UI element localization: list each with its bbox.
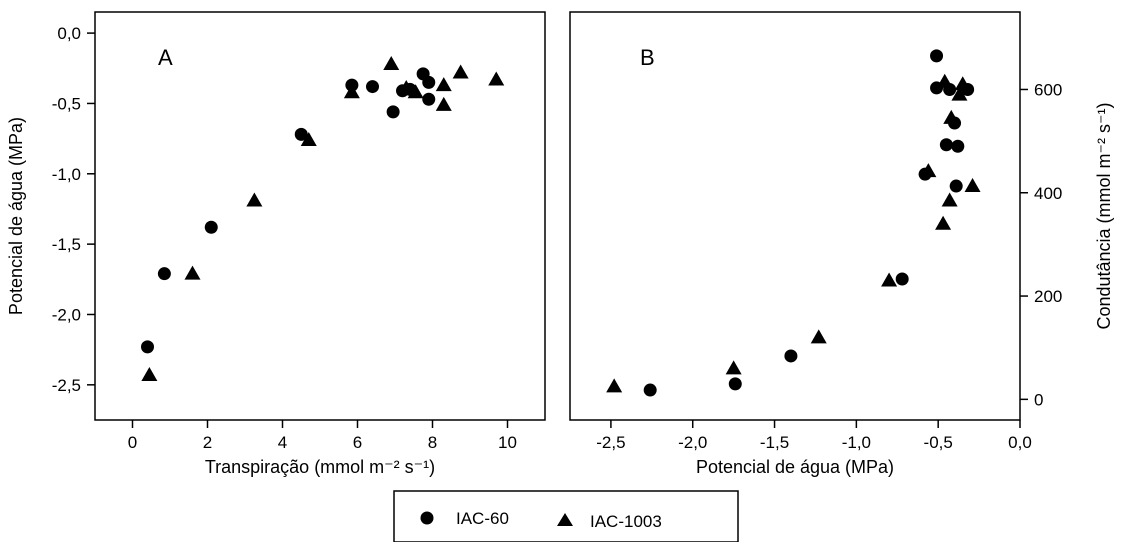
panel-a-point-iac-60 xyxy=(294,127,308,141)
panel-b-y-tick-label: 400 xyxy=(1034,184,1062,203)
panel-a-y-tick-label: -1,0 xyxy=(52,165,81,184)
panel-b-point-iac-60 xyxy=(728,377,742,391)
panel-b-x-ticks: -2,5 -2,0 -1,5 -1,0 -0,5 0,0 xyxy=(596,420,1032,452)
panel-b-point-iac-1003 xyxy=(941,192,958,207)
panel-a-letter: A xyxy=(158,45,173,70)
panel-b-point-iac-60 xyxy=(951,139,965,153)
panel-a-point-iac-60 xyxy=(157,267,171,281)
panel-b-x-axis-label: Potencial de água (MPa) xyxy=(696,457,894,477)
panel-b-point-iac-1003 xyxy=(725,360,742,375)
panel-a-point-iac-1003 xyxy=(184,265,201,280)
panel-b-point-iac-1003 xyxy=(606,378,623,393)
panel-a-point-iac-1003 xyxy=(300,132,317,147)
panel-b-point-iac-60 xyxy=(949,179,963,193)
panel-a-point-iac-1003 xyxy=(343,84,360,99)
panel-a-point-iac-1003 xyxy=(398,79,415,94)
panel-a-y-tick-label: -2,5 xyxy=(52,376,81,395)
legend-circle-marker xyxy=(420,511,434,525)
panel-a-point-iac-60 xyxy=(422,75,436,89)
panel-a-x-tick-label: 4 xyxy=(278,433,287,452)
panel-b-chart: B -2,5 -2,0 -1,5 -1,0 -0,5 0,0 0 200 400 600 Pot… xyxy=(569,11,1114,477)
panel-a-y-tick-label: -1,5 xyxy=(52,235,81,254)
panel-a-point-iac-1003 xyxy=(435,77,452,92)
panel-b-y-tick-label: 600 xyxy=(1034,80,1062,99)
panel-a-x-tick-label: 2 xyxy=(203,433,212,452)
panel-b-point-iac-1003 xyxy=(954,76,971,91)
panel-a-x-tick-label: 0 xyxy=(128,433,137,452)
panel-b-x-tick-label: -0,5 xyxy=(924,433,953,452)
panel-a-point-iac-1003 xyxy=(488,71,505,86)
panel-b-x-tick-label: -1,0 xyxy=(842,433,871,452)
panel-b-point-iac-1003 xyxy=(920,163,937,178)
panel-a-point-iac-60 xyxy=(366,80,379,94)
panel-a-point-iac-1003 xyxy=(407,84,424,99)
panel-a-point-iac-1003 xyxy=(246,192,263,207)
panel-a-plot-frame xyxy=(94,11,546,421)
panel-a-y-ticks: 0,0 -0,5 -1,0 -1,5 -2,0 -2,5 xyxy=(52,24,95,395)
panel-b-point-iac-1003 xyxy=(951,86,968,101)
panel-b-x-tick-label: -2,5 xyxy=(596,433,625,452)
panel-a-x-tick-label: 8 xyxy=(428,433,437,452)
panel-b-point-iac-60 xyxy=(895,272,909,286)
panel-b-y-axis-label: Condutância (mmol m⁻² s⁻¹) xyxy=(1094,102,1114,329)
panel-a-x-ticks: 0 2 4 6 8 10 xyxy=(128,420,517,452)
legend-label-iac-1003: IAC-1003 xyxy=(590,512,662,531)
panel-a-chart: A 0 2 4 6 8 10 0,0 -0,5 -1,0 -1,5 -2,0 -2,5 Transp… xyxy=(6,11,546,477)
panel-b-plot-frame xyxy=(569,11,1021,421)
panel-b-x-tick-label: 0,0 xyxy=(1008,433,1032,452)
panel-a-point-iac-1003 xyxy=(452,64,469,79)
panel-a-point-iac-60 xyxy=(141,340,154,354)
panel-b-x-tick-label: -2,0 xyxy=(678,433,707,452)
panel-a-point-iac-1003 xyxy=(141,366,158,381)
panel-b-point-iac-1003 xyxy=(881,272,898,287)
panel-b-point-iac-60 xyxy=(930,49,944,63)
panel-a-y-axis-label: Potencial de água (MPa) xyxy=(6,117,26,315)
panel-b-point-iac-60 xyxy=(939,138,953,152)
panel-a-point-iac-60 xyxy=(386,105,400,119)
panel-b-point-iac-1003 xyxy=(943,109,960,124)
legend-label-iac-60: IAC-60 xyxy=(456,509,509,528)
panel-a-y-tick-label: -2,0 xyxy=(52,305,81,324)
panel-a-point-iac-1003 xyxy=(435,96,452,111)
panel-b-points xyxy=(606,49,981,397)
panel-b-point-iac-60 xyxy=(784,349,798,363)
panel-a-x-axis-label: Transpiração (mmol m⁻² s⁻¹) xyxy=(205,457,435,477)
panel-a-y-tick-label: -0,5 xyxy=(52,94,81,113)
panel-b-point-iac-1003 xyxy=(810,329,827,344)
panel-a-point-iac-1003 xyxy=(383,56,400,71)
panel-b-y-tick-label: 200 xyxy=(1034,287,1062,306)
panel-a-points xyxy=(141,56,505,381)
panel-b-point-iac-1003 xyxy=(936,73,953,88)
panel-a-point-iac-60 xyxy=(422,92,436,106)
panel-b-y-ticks: 0 200 400 600 xyxy=(1020,80,1062,409)
panel-b-y-tick-label: 0 xyxy=(1034,390,1043,409)
panel-a-x-tick-label: 10 xyxy=(498,433,517,452)
panel-a-y-tick-label: 0,0 xyxy=(57,24,81,43)
panel-b-x-tick-label: -1,5 xyxy=(760,433,789,452)
panel-b-point-iac-60 xyxy=(643,383,657,397)
panel-b-letter: B xyxy=(640,45,655,70)
legend: IAC-60 IAC-1003 xyxy=(393,490,739,542)
panel-a-point-iac-60 xyxy=(204,220,218,234)
panel-a-x-tick-label: 6 xyxy=(353,433,362,452)
panel-b-point-iac-1003 xyxy=(964,178,981,193)
legend-triangle-marker xyxy=(557,513,573,526)
panel-b-point-iac-1003 xyxy=(935,215,952,230)
